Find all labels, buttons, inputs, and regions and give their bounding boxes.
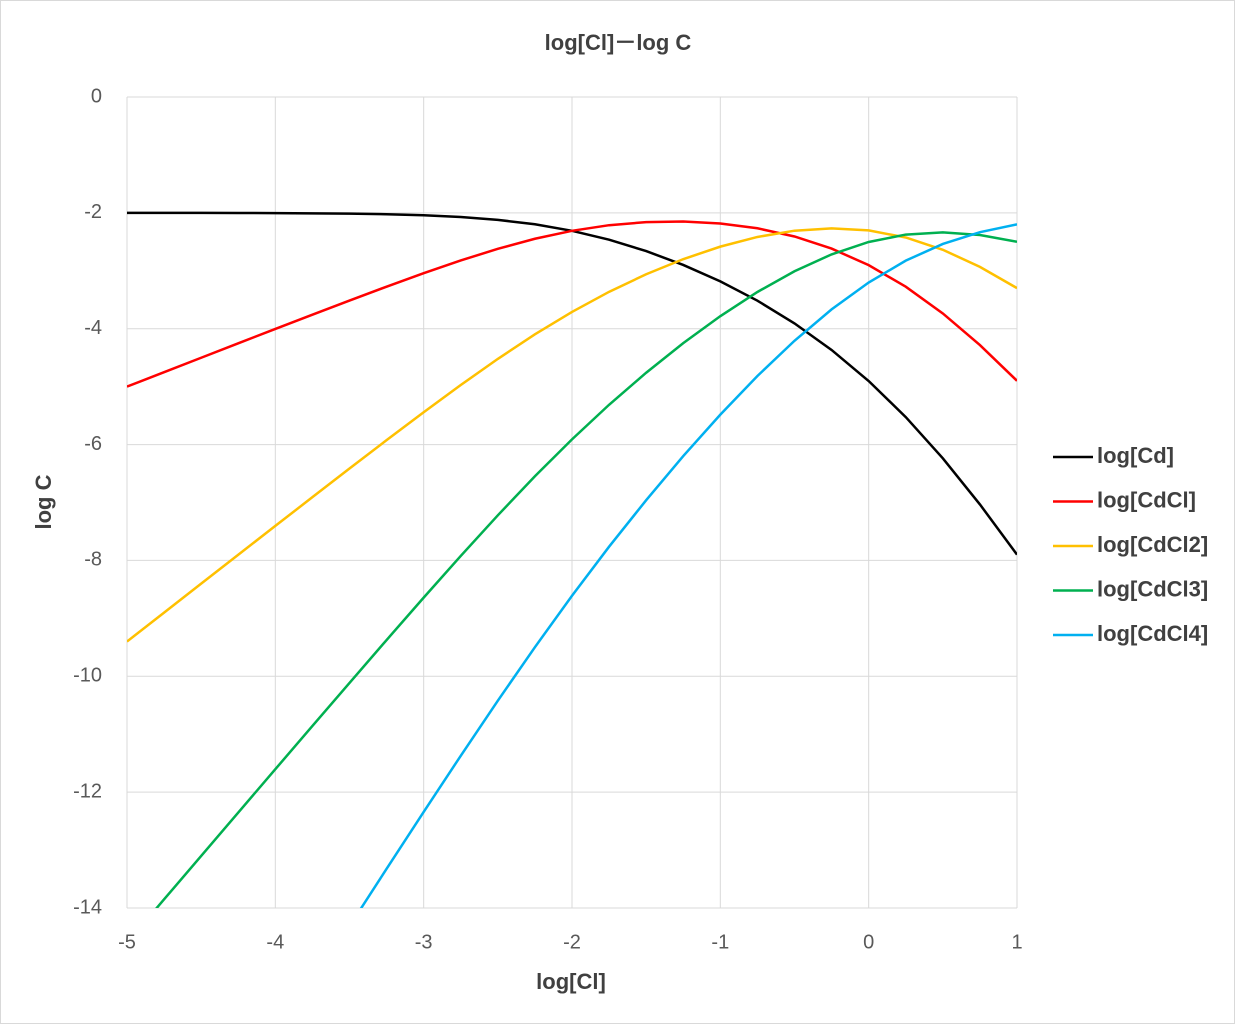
x-tick-label: 0 (863, 931, 874, 953)
y-tick-label: -10 (73, 665, 102, 687)
series-line (359, 223, 1017, 908)
y-tick-label: -12 (73, 780, 102, 802)
y-tick-label: -14 (73, 896, 102, 918)
y-tick-label: -4 (84, 317, 102, 339)
series-line (155, 231, 1017, 908)
series-line (127, 220, 1017, 388)
x-axis-label: log[Cl] (536, 969, 606, 994)
y-tick-label: -8 (84, 549, 102, 571)
x-tick-label: -5 (118, 931, 136, 953)
legend-label: log[CdCl3] (1097, 576, 1208, 601)
x-tick-label: -4 (266, 931, 284, 953)
y-axis-label: log C (31, 474, 56, 529)
y-tick-label: -2 (84, 201, 102, 223)
x-tick-label: 1 (1011, 931, 1022, 953)
x-tick-label: -3 (415, 931, 433, 953)
legend-label: log[CdCl] (1097, 487, 1196, 512)
y-tick-label: 0 (91, 85, 102, 107)
legend-label: log[CdCl4] (1097, 621, 1208, 646)
legend-label: log[Cd] (1097, 443, 1174, 468)
series-line (127, 227, 1017, 643)
x-tick-label: -2 (563, 931, 581, 953)
legend-label: log[CdCl2] (1097, 532, 1208, 557)
x-tick-label: -1 (711, 931, 729, 953)
y-tick-label: -6 (84, 433, 102, 455)
chart-title: log[Cl]－log C (545, 30, 692, 55)
